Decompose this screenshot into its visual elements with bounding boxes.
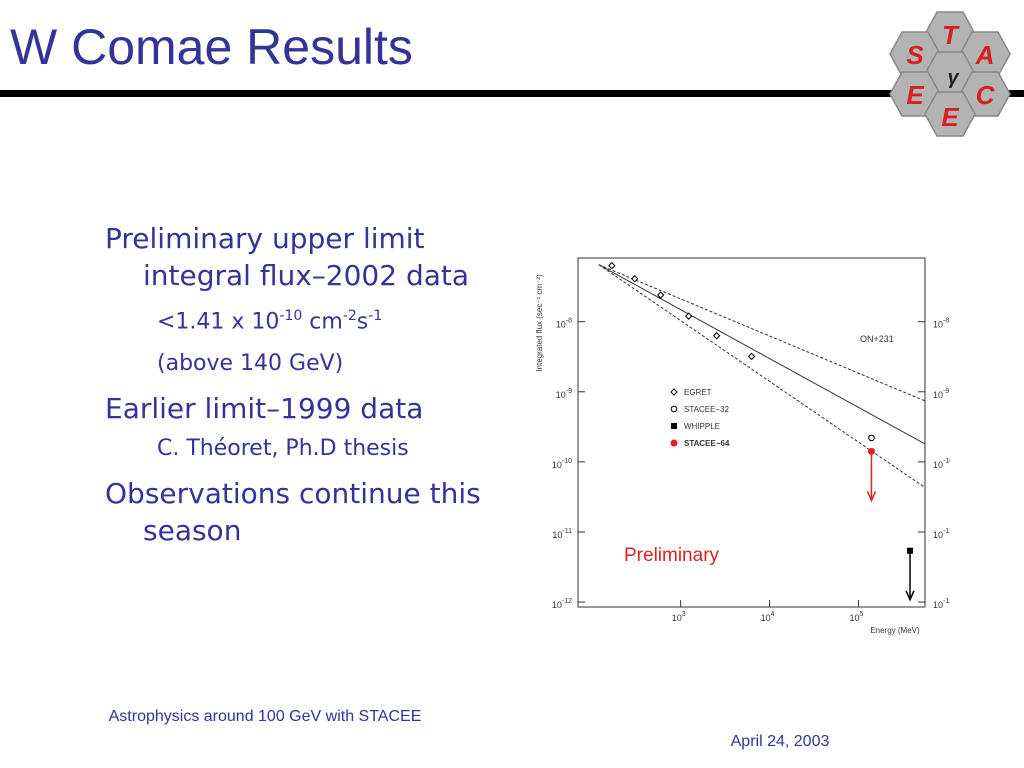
tick-label: 105 (850, 611, 864, 623)
tick-base: 10 (552, 600, 562, 610)
tick-label: 10-10 (933, 458, 950, 470)
tick-base: 10 (933, 390, 943, 400)
y-axis-label: Integrated flux (sec⁻¹ cm⁻²) (535, 274, 544, 372)
text-run: s (356, 309, 369, 335)
tick-exp: -8 (566, 318, 572, 325)
footer-left: Astrophysics around 100 GeV with STACEE (108, 708, 422, 725)
bullet-list: Preliminary upper limit integral flux–20… (105, 220, 510, 555)
tick-label: 10-10 (552, 458, 572, 470)
plot-frame (577, 257, 926, 608)
tick-exp: -10 (943, 458, 950, 465)
legend-label: WHIPPLE (684, 422, 720, 431)
data-point (670, 388, 678, 396)
tick-label: 103 (672, 611, 686, 623)
x-axis-label: Energy (MeV) (870, 626, 920, 635)
tick-base: 10 (552, 530, 562, 540)
logo-letter: E (941, 102, 959, 132)
legend-label: EGRET (684, 388, 712, 397)
annotation: Preliminary (624, 545, 720, 566)
fit-line (598, 264, 926, 445)
tick-base: 10 (556, 320, 566, 330)
fit-line (598, 264, 926, 488)
tick-base: 10 (552, 460, 562, 470)
tick-exp: -9 (943, 388, 949, 395)
data-point (712, 332, 721, 340)
bullet: <1.41 x 10-10 cm-2s-1 (105, 300, 510, 338)
bullet: Earlier limit–1999 data (105, 392, 424, 426)
tick-label: 10-12 (552, 598, 572, 610)
slide-title: W Comae Results (10, 19, 413, 75)
footer-right: April 24, 2003 (730, 733, 830, 750)
text-run: cm (302, 309, 343, 335)
tick-exp: -8 (943, 318, 949, 325)
tick-base: 10 (556, 390, 566, 400)
tick-label: 10-12 (933, 598, 950, 610)
data-point (684, 312, 693, 320)
data-point (868, 434, 875, 442)
tick-label: 10-8 (933, 318, 949, 330)
tick-exp: -12 (562, 598, 572, 605)
title-rule (0, 90, 1024, 97)
tick-exp: 3 (682, 611, 686, 618)
fit-line (598, 264, 926, 402)
text-run: <1.41 x 10 (157, 309, 280, 335)
bullet: (above 140 GeV) (157, 351, 344, 377)
data-point (608, 261, 616, 270)
tick-base: 10 (933, 460, 943, 470)
tick-label: 10-8 (556, 318, 572, 330)
tick-label: 10-9 (556, 388, 572, 400)
legend-label: STACEE−32 (684, 405, 730, 414)
bullet: Preliminary upper limit integral flux–20… (105, 222, 470, 292)
tick-exp: -10 (562, 458, 572, 465)
superscript: -2 (342, 308, 357, 324)
logo-letter: T (942, 20, 960, 50)
tick-base: 10 (850, 613, 860, 623)
tick-base: 10 (933, 320, 943, 330)
tick-exp: -12 (943, 598, 950, 605)
logo: T S A γ E C E (889, 11, 1011, 137)
annotation: ON+231 (860, 334, 894, 344)
data-point (670, 439, 678, 447)
tick-exp: -9 (566, 388, 572, 395)
tick-label: 10-9 (933, 388, 949, 400)
logo-letter: E (906, 80, 924, 110)
tick-base: 10 (761, 613, 771, 623)
logo-letter: A (975, 40, 995, 70)
tick-base: 10 (933, 600, 943, 610)
data-point (747, 352, 756, 361)
tick-exp: 4 (771, 611, 775, 618)
chart: 10-810-810-910-910-1010-1010-1110-1110-1… (535, 257, 950, 635)
tick-exp: -11 (943, 528, 950, 535)
upper-limit-head (866, 491, 877, 503)
bullet: Observations continue this season (105, 477, 481, 548)
tick-label: 104 (761, 611, 775, 623)
bullet: C. Théoret, Ph.D thesis (157, 436, 409, 462)
legend-label: STACEE−64 (684, 439, 730, 448)
data-point (630, 275, 639, 283)
superscript: -10 (279, 308, 303, 324)
data-point (671, 423, 677, 429)
data-point (670, 405, 678, 413)
data-point (867, 447, 875, 455)
tick-label: 10-11 (552, 528, 572, 540)
logo-letter: γ (947, 67, 960, 89)
tick-exp: -11 (562, 528, 572, 535)
tick-base: 10 (672, 613, 682, 623)
data-point (656, 291, 665, 299)
tick-label: 10-11 (933, 528, 950, 540)
upper-limit-head (905, 590, 915, 602)
logo-letter: C (976, 80, 996, 110)
tick-exp: 5 (860, 611, 864, 618)
logo-letter: S (906, 40, 924, 70)
superscript: -1 (368, 308, 383, 324)
data-point (907, 547, 914, 554)
tick-base: 10 (933, 530, 943, 540)
